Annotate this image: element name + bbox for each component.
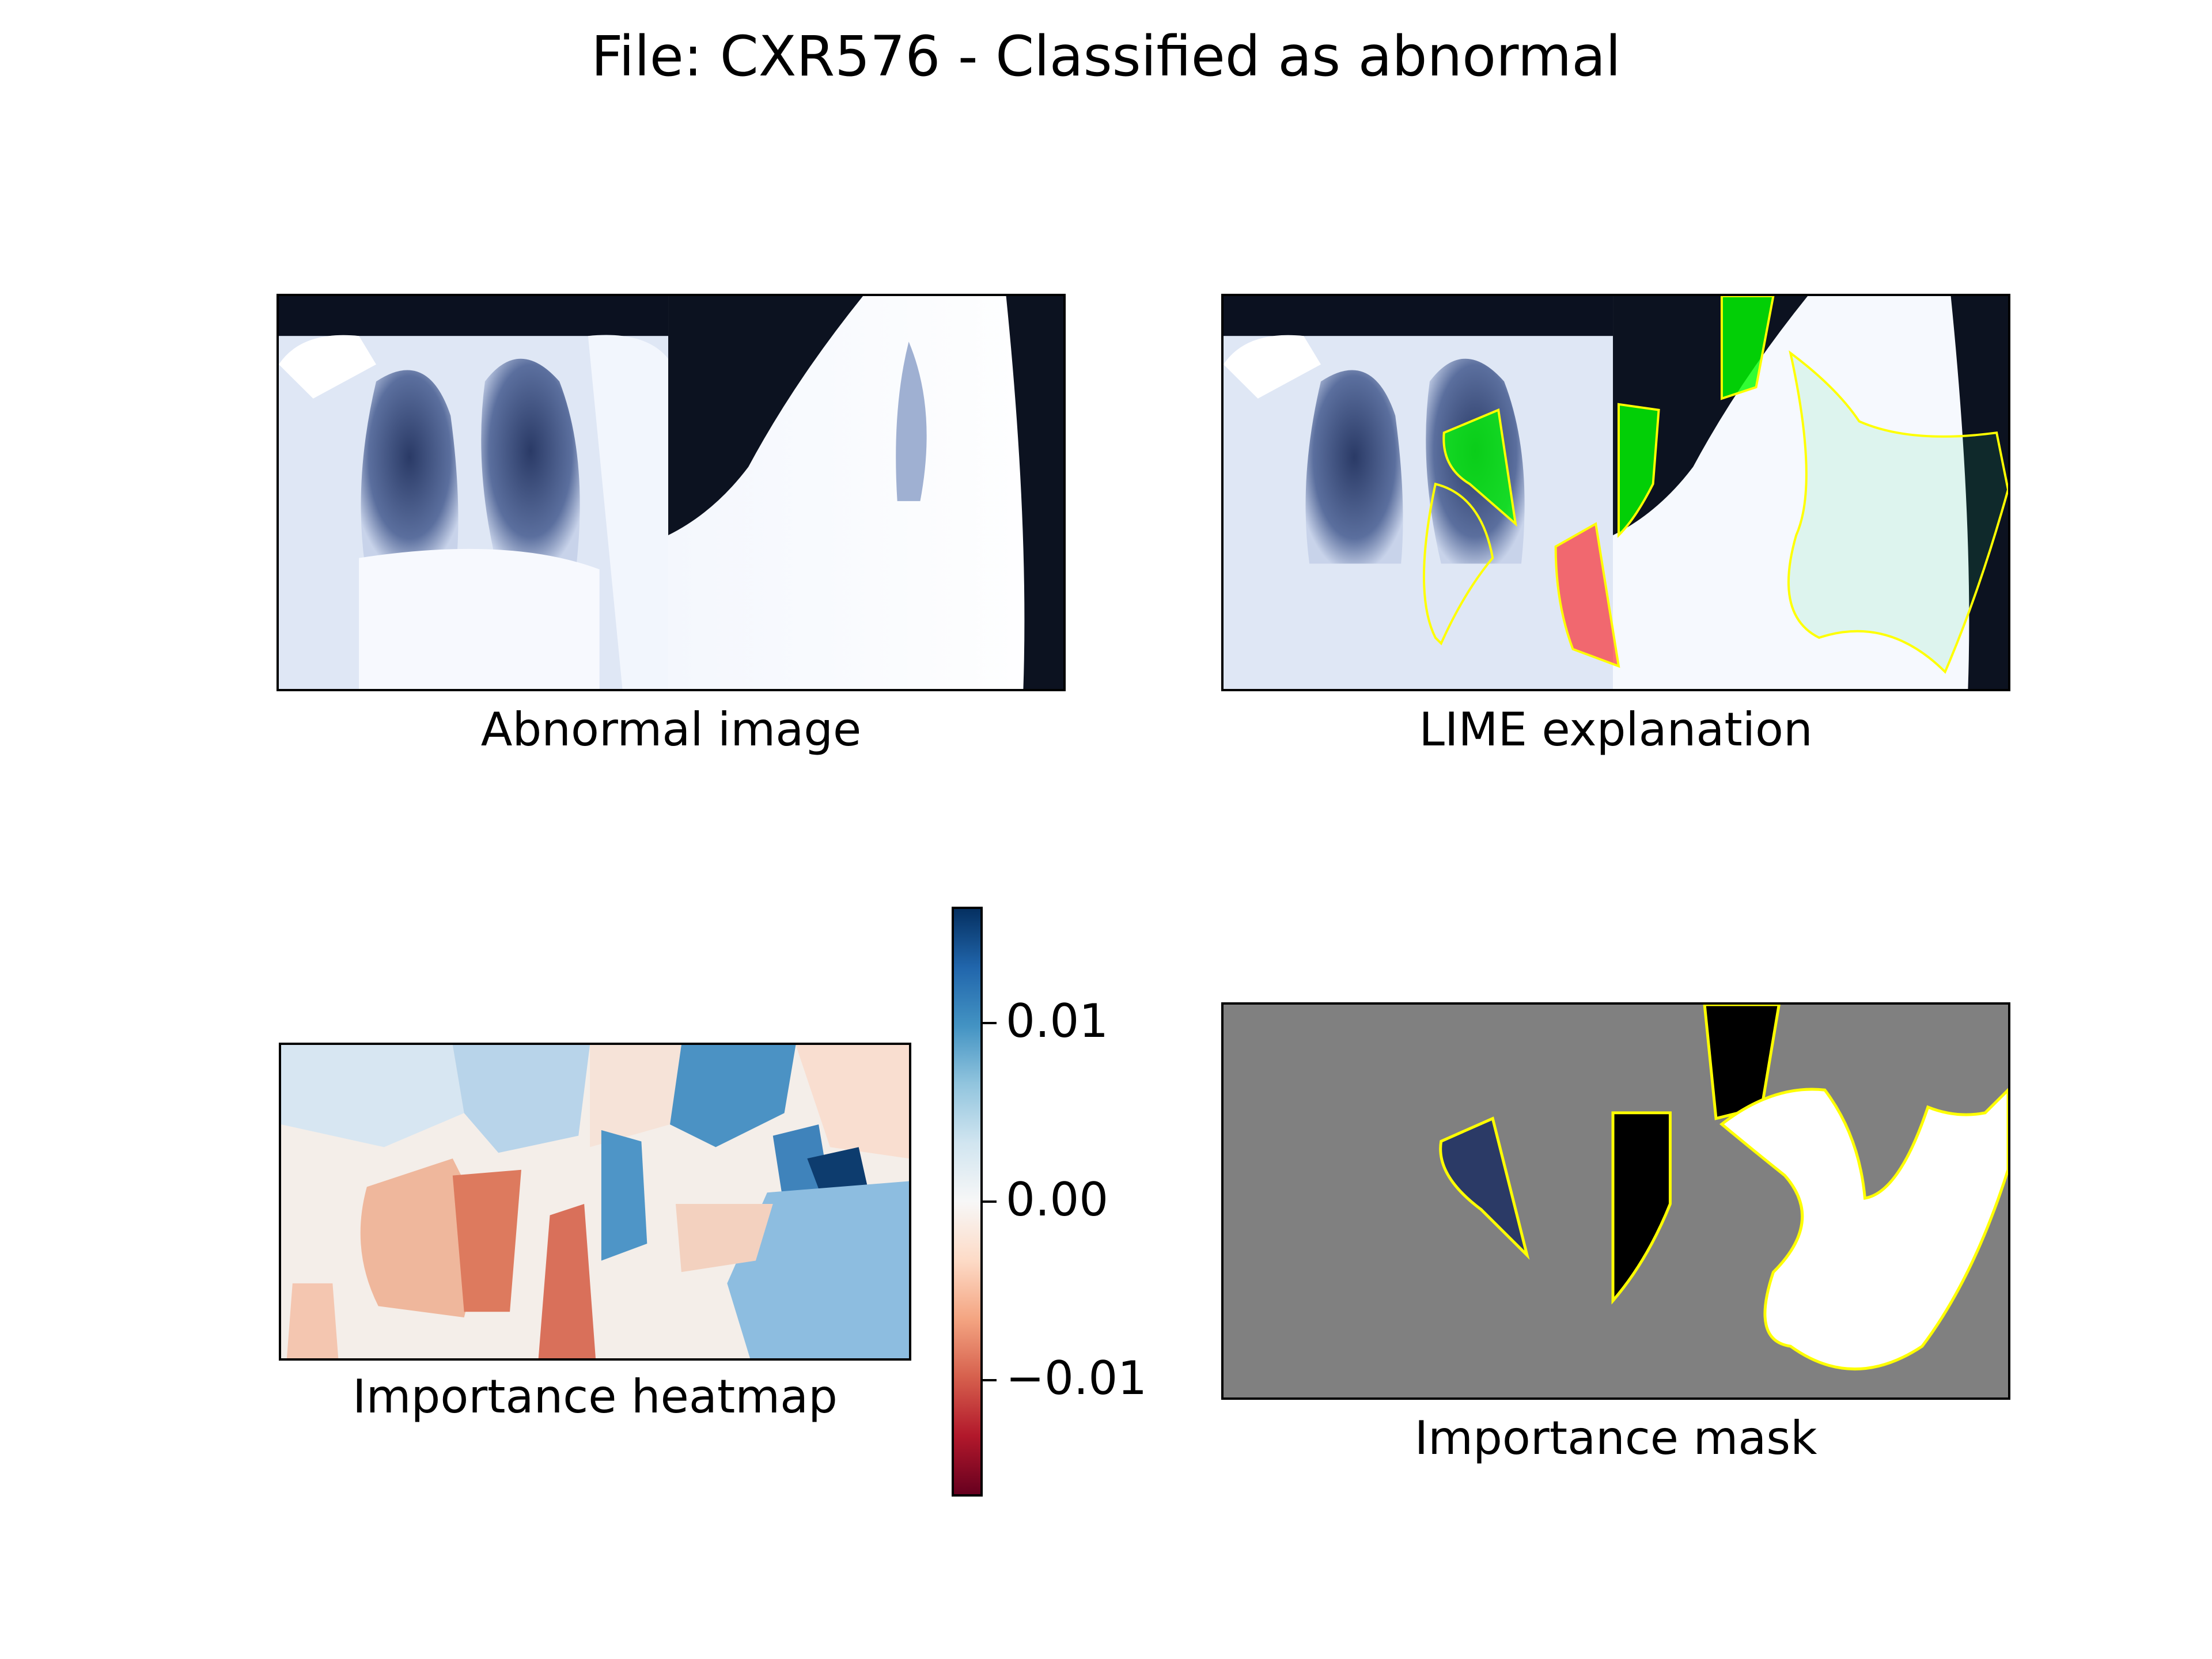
colorbar-tick <box>983 1021 997 1024</box>
lime-negative-region <box>1554 522 1620 668</box>
xray-image <box>279 296 1063 689</box>
importance-mask-panel <box>1221 1002 2010 1400</box>
colorbar-tick <box>983 1379 997 1382</box>
lime-boundary-region <box>1423 482 1494 646</box>
mask-region-4 <box>1719 1088 2008 1370</box>
colorbar <box>952 907 983 1497</box>
figure-title: File: CXR576 - Classified as abnormal <box>591 24 1621 89</box>
mask-region-2 <box>1611 1111 1672 1305</box>
mask-image <box>1224 1005 2008 1397</box>
heatmap-image <box>281 1045 909 1358</box>
importance-heatmap-caption: Importance heatmap <box>353 1370 838 1423</box>
importance-mask-caption: Importance mask <box>1414 1411 1817 1465</box>
lime-image <box>1224 296 2008 689</box>
abnormal-image-caption: Abnormal image <box>480 703 862 756</box>
abnormal-image-panel <box>276 294 1066 691</box>
lime-explanation-caption: LIME explanation <box>1419 703 1813 756</box>
importance-heatmap-panel <box>279 1043 911 1361</box>
colorbar-tick <box>983 1200 997 1203</box>
colorbar-tick-label: 0.00 <box>1006 1173 1109 1226</box>
lime-positive-region <box>1442 408 1517 527</box>
mask-region-1 <box>1439 1116 1530 1260</box>
lime-explanation-panel <box>1221 294 2010 691</box>
colorbar-tick-label: 0.01 <box>1006 994 1109 1048</box>
colorbar-tick-label: −0.01 <box>1006 1351 1147 1406</box>
